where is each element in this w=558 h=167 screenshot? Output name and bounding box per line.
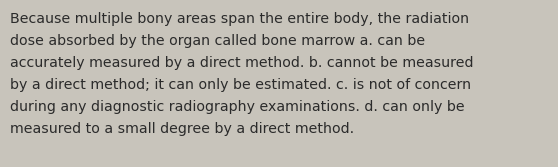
Text: accurately measured by a direct method. b. cannot be measured: accurately measured by a direct method. … bbox=[10, 56, 474, 70]
Text: measured to a small degree by a direct method.: measured to a small degree by a direct m… bbox=[10, 122, 354, 136]
Text: Because multiple bony areas span the entire body, the radiation: Because multiple bony areas span the ent… bbox=[10, 12, 469, 26]
Text: during any diagnostic radiography examinations. d. can only be: during any diagnostic radiography examin… bbox=[10, 100, 465, 114]
Text: dose absorbed by the organ called bone marrow a. can be: dose absorbed by the organ called bone m… bbox=[10, 34, 425, 48]
Text: by a direct method; it can only be estimated. c. is not of concern: by a direct method; it can only be estim… bbox=[10, 78, 471, 92]
